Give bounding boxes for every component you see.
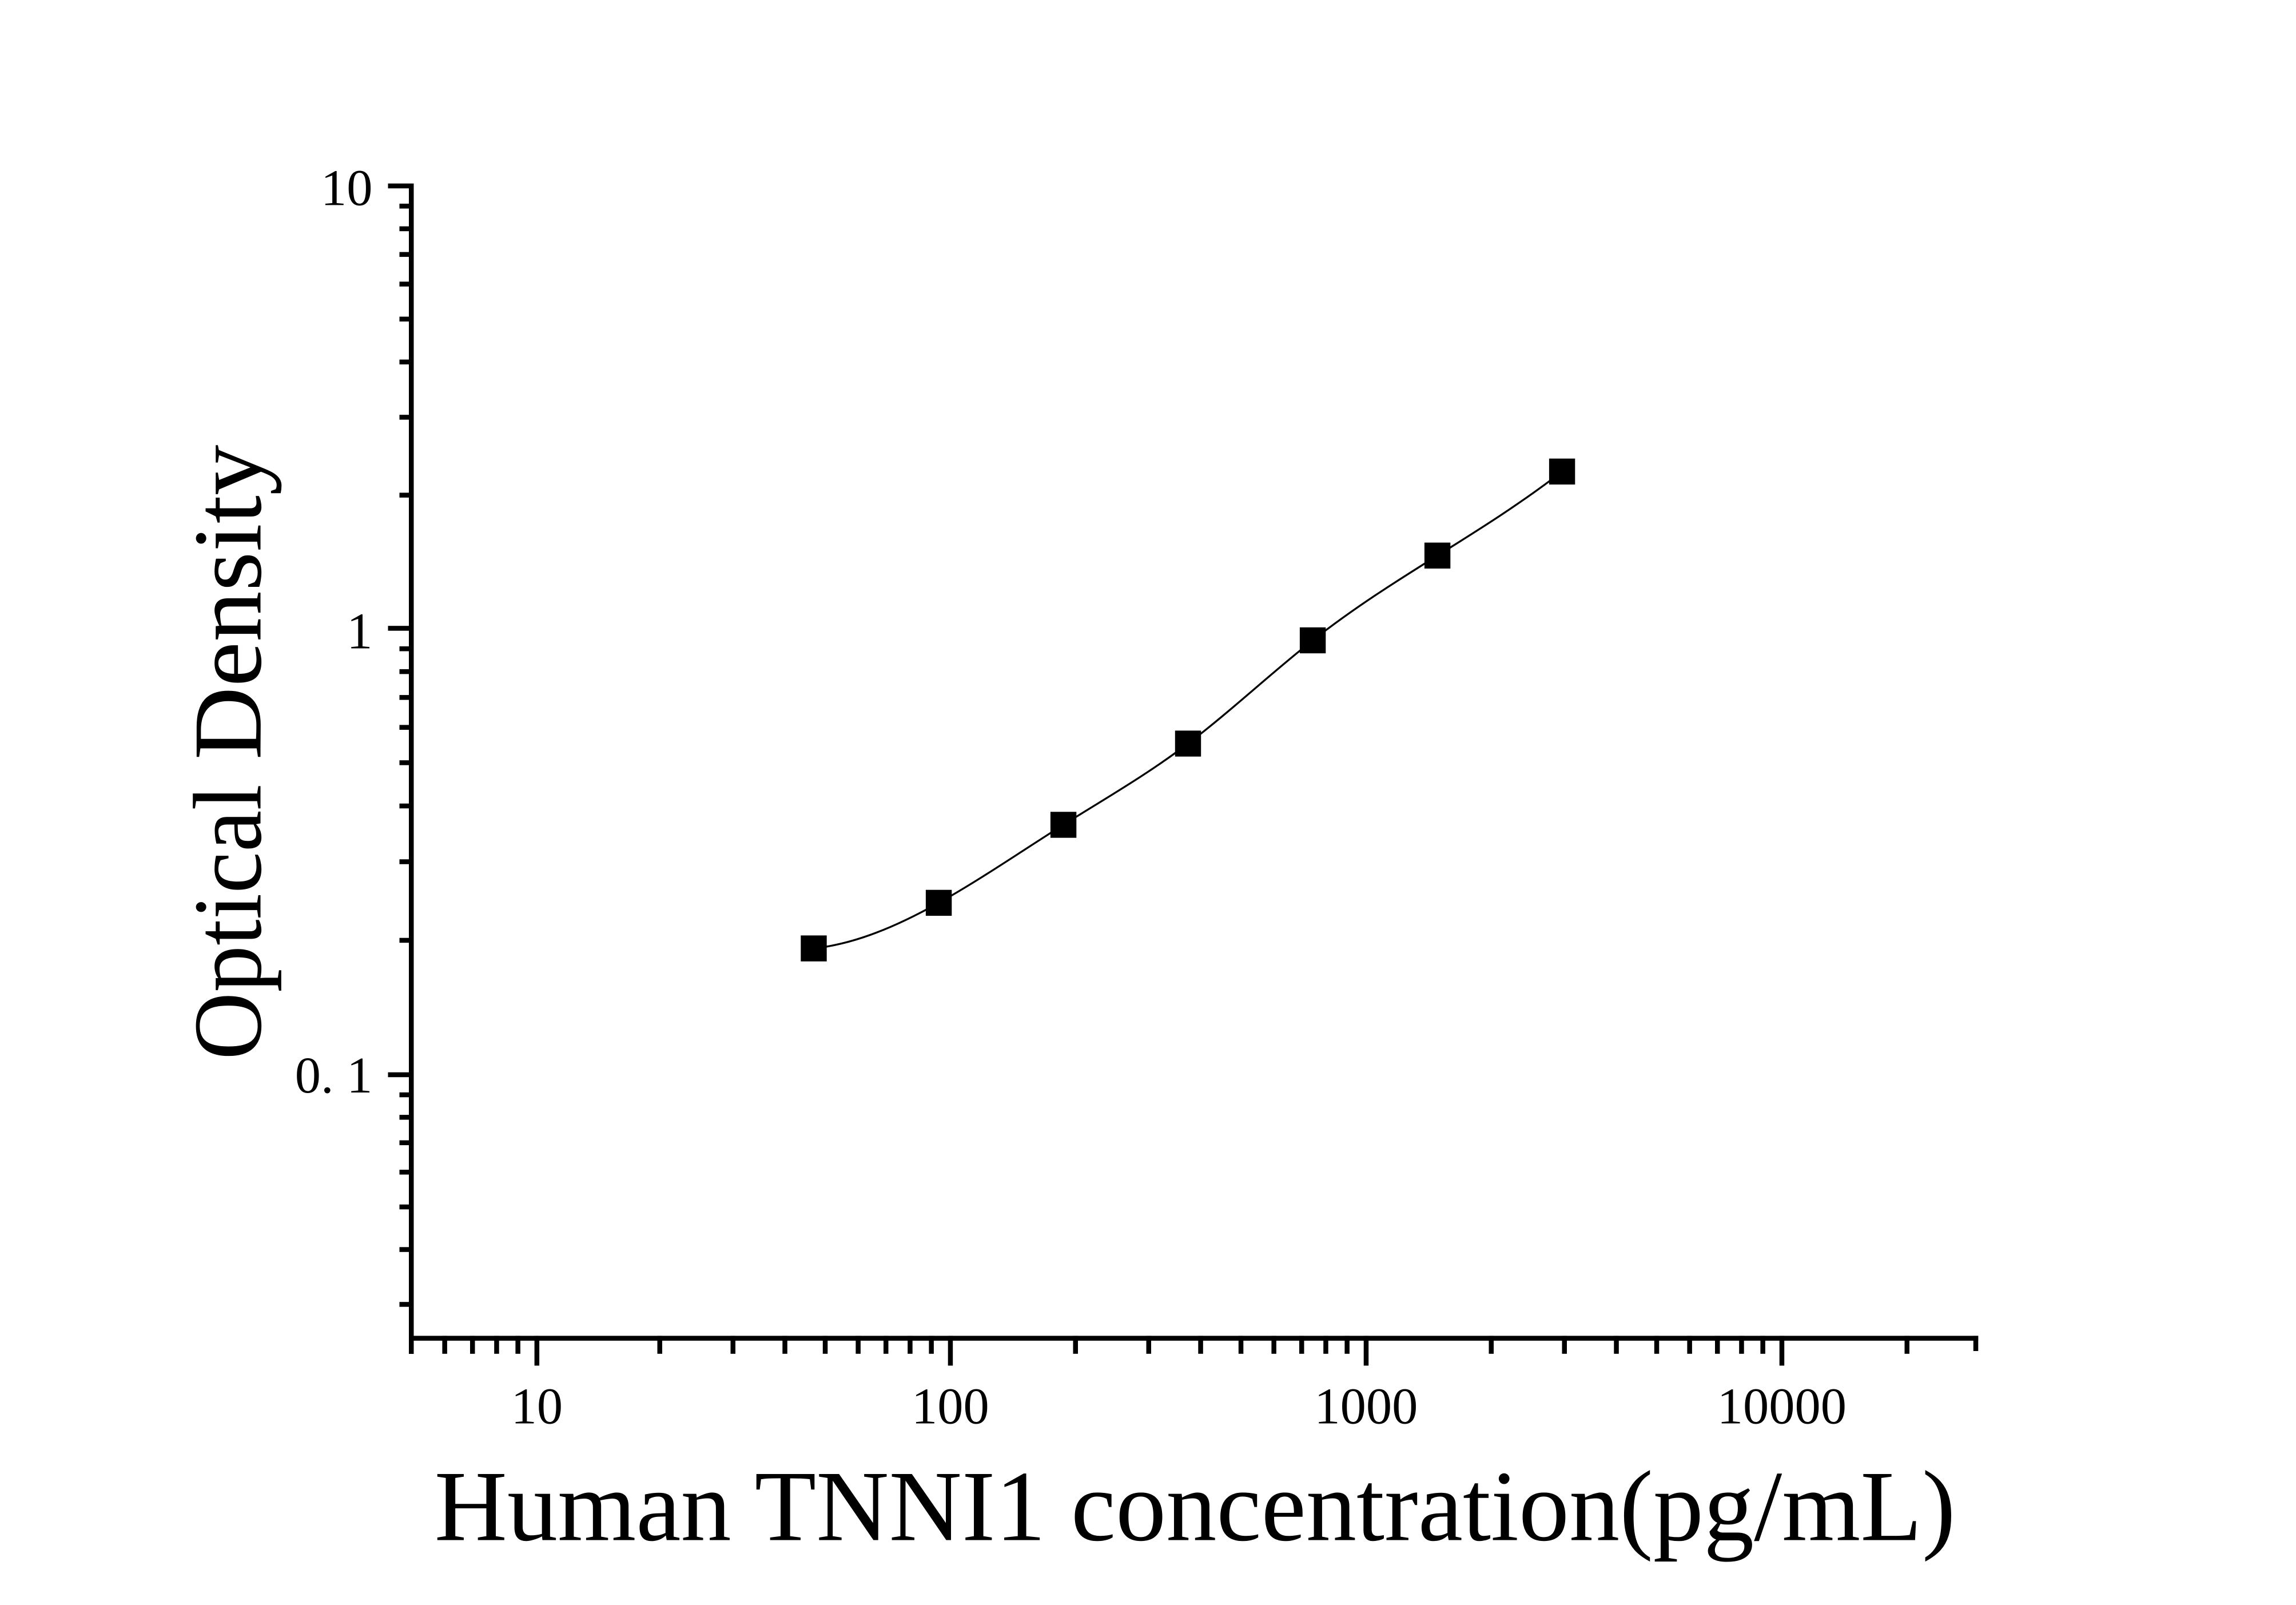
svg-text:10: 10 [321,159,373,217]
svg-text:100: 100 [912,1377,989,1435]
svg-text:Optical: Optical [174,784,282,1060]
svg-text:Density: Density [174,445,282,760]
svg-text:10000: 10000 [1717,1377,1847,1435]
svg-text:Human TNNI1 concentration(pg/m: Human TNNI1 concentration(pg/mL) [435,1451,1956,1563]
svg-text:10: 10 [511,1377,563,1435]
svg-text:1: 1 [347,602,372,660]
svg-text:0. 1: 0. 1 [295,1046,373,1104]
svg-text:1000: 1000 [1314,1377,1418,1435]
